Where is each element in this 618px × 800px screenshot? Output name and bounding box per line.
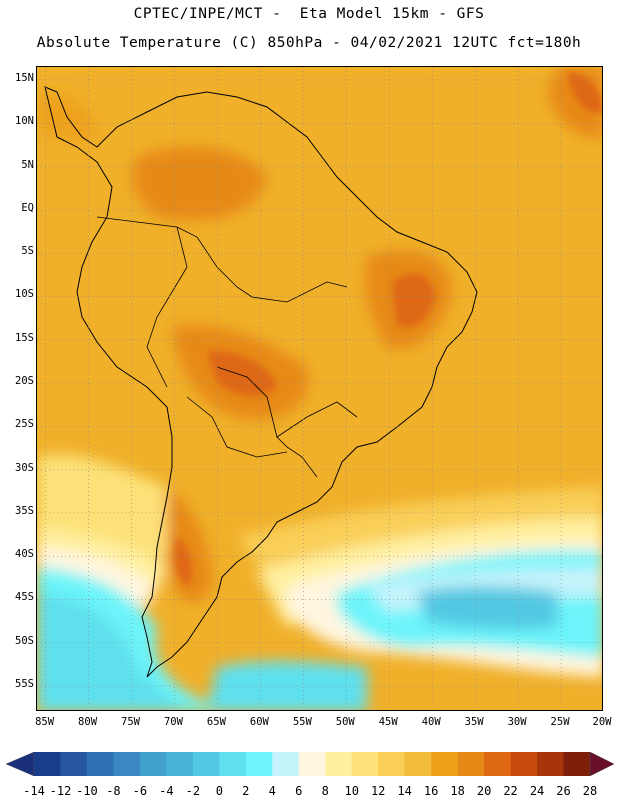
colorbar-label: 16: [423, 784, 439, 798]
colorbar-swatch: [457, 752, 485, 776]
colorbar-label: 2: [242, 784, 250, 798]
lat-label-25s: 25S: [15, 418, 34, 431]
colorbar-label: -14: [23, 784, 45, 798]
colorbar-label: 6: [295, 784, 303, 798]
lat-label-eq: EQ: [21, 201, 34, 214]
colorbar-label: 26: [556, 784, 571, 798]
colorbar-swatch: [113, 752, 141, 776]
lon-label-20w: 20W: [592, 716, 612, 728]
lat-label-10s: 10S: [15, 288, 34, 301]
colorbar-label: -12: [49, 784, 72, 798]
lat-label-40s: 40S: [15, 548, 34, 561]
lon-label-80w: 80W: [78, 716, 98, 728]
lon-label-55w: 55W: [292, 716, 312, 728]
lat-label-30s: 30S: [15, 461, 34, 474]
colorbar-swatch: [139, 752, 167, 776]
lon-label-70w: 70W: [163, 716, 183, 728]
colorbar-swatch: [192, 752, 220, 776]
field-orange-north: [132, 146, 267, 221]
colorbar-max-arrow: [589, 751, 615, 777]
field-cyan-drake: [207, 661, 367, 710]
lon-label-35w: 35W: [464, 716, 484, 728]
lat-label-45s: 45S: [15, 591, 34, 604]
colorbar-swatch: [404, 752, 432, 776]
map-subtitle: Absolute Temperature (C) 850hPa - 04/02/…: [36, 35, 582, 51]
color-scale-bar: [5, 751, 615, 777]
colorbar-label: -4: [159, 784, 174, 798]
borders: [96, 216, 358, 478]
lon-label-40w: 40W: [421, 716, 441, 728]
colorbar-swatch: [537, 752, 564, 776]
colorbar-swatch: [34, 752, 61, 776]
lat-label-5s: 5S: [21, 245, 34, 258]
lon-label-30w: 30W: [507, 716, 527, 728]
colorbar-label: 22: [503, 784, 518, 798]
field-hot-central: [207, 351, 277, 397]
map-title: CPTEC/INPE/MCT - Eta Model 15km - GFS: [133, 6, 485, 22]
temperature-map: [36, 66, 603, 711]
colorbar-swatch: [378, 752, 405, 776]
lon-label-25w: 25W: [550, 716, 570, 728]
colorbar-swatch: [325, 752, 353, 776]
field-hot-patagonia: [174, 537, 193, 587]
colorbar-swatch: [298, 752, 326, 776]
lon-label-45w: 45W: [378, 716, 398, 728]
colorbar-swatch: [510, 752, 538, 776]
lat-label-20s: 20S: [15, 375, 34, 387]
colorbar-swatch: [166, 752, 194, 776]
colorbar-label: 12: [370, 784, 386, 798]
map-grid: [37, 67, 602, 710]
lon-label-75w: 75W: [121, 716, 140, 728]
lat-label-5n: 5N: [21, 158, 34, 171]
colorbar-swatch: [86, 752, 114, 776]
lon-label-85w: 85W: [35, 716, 55, 728]
colorbar-swatch: [484, 752, 511, 776]
lat-label-15s: 15S: [15, 331, 34, 344]
lat-label-50s: 50S: [15, 634, 34, 647]
colorbar-swatch: [219, 752, 247, 776]
colorbar-swatch: [272, 752, 300, 776]
colorbar-swatch: [60, 752, 88, 776]
lon-label-65w: 65W: [206, 716, 226, 728]
lon-label-50w: 50W: [335, 716, 355, 728]
lat-label-55s: 55S: [15, 678, 34, 691]
colorbar-label: -6: [132, 784, 148, 798]
colorbar-swatch: [563, 752, 591, 776]
colorbar-label: 8: [321, 784, 329, 798]
coastline: [44, 86, 478, 678]
colorbar-swatch: [245, 752, 273, 776]
lat-label-15n: 15N: [15, 71, 34, 84]
field-cyan2-pacific: [37, 592, 192, 710]
colorbar-label: 4: [268, 784, 276, 798]
colorbar-label: 14: [397, 784, 412, 798]
colorbar-label: 20: [476, 784, 492, 798]
colorbar-swatch: [351, 752, 379, 776]
lon-label-60w: 60W: [249, 716, 269, 728]
colorbar-label: 18: [450, 784, 465, 798]
colorbar-label: 24: [529, 784, 545, 798]
colorbar-min-arrow: [5, 751, 35, 777]
field-hot-atlantic: [567, 72, 602, 113]
colorbar-label: -2: [185, 784, 201, 798]
colorbar-label: -8: [106, 784, 121, 798]
colorbar-label: 10: [344, 784, 359, 798]
colorbar-swatch: [431, 752, 458, 776]
lat-label-35s: 35S: [15, 504, 34, 517]
lat-label-10n: 10N: [15, 115, 34, 128]
map-canvas: [37, 67, 602, 710]
field-hot-ne: [392, 273, 435, 328]
colorbar-label: -10: [76, 784, 98, 798]
colorbar-label: 0: [215, 784, 223, 798]
field-blue-atlantic: [417, 586, 557, 630]
colorbar-label: 28: [582, 784, 598, 798]
